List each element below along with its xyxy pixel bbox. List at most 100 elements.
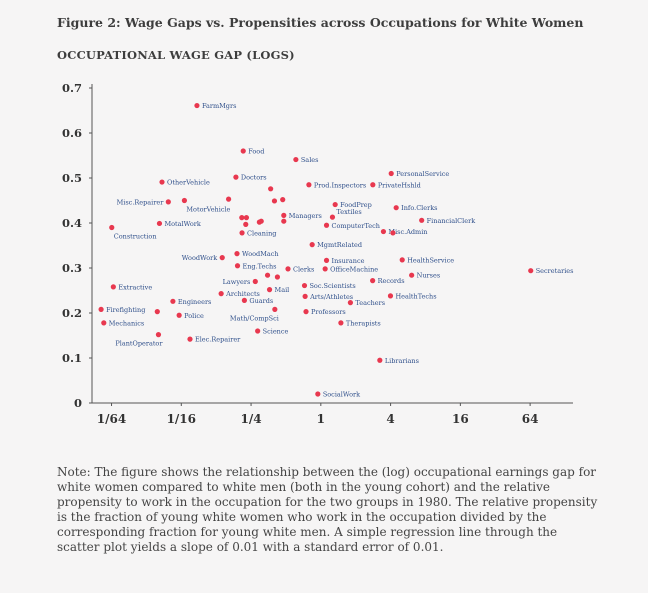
x-tick-label: 16	[452, 412, 469, 426]
x-tick-label: 4	[386, 412, 394, 426]
data-point	[293, 156, 299, 163]
y-tick-label: 0.1	[62, 351, 82, 365]
point-label: Librarians	[385, 357, 419, 365]
data-point	[266, 287, 273, 293]
point-label: Math/CompSci	[230, 314, 279, 322]
data-point	[409, 272, 415, 278]
data-point	[280, 197, 286, 203]
data-point	[347, 300, 354, 306]
data-point	[302, 293, 308, 299]
point-label: Misc.Admin	[388, 228, 427, 236]
point-label: Mechanics	[109, 319, 144, 327]
data-point	[165, 199, 171, 205]
point-label: Professors	[311, 308, 346, 316]
data-point	[306, 182, 312, 188]
point-label: Secretaries	[536, 267, 574, 275]
x-tick-label: 1/4	[241, 412, 262, 426]
point-label: FoodPrep	[340, 201, 372, 209]
scatter-chart: 0 0.1 0.2 0.3 0.4 0.5 0.6 0.7 1/64 1/16 1/4 1 4 16 64 F…	[62, 81, 574, 426]
point-label: MotalWork	[164, 220, 200, 228]
x-tick-label: 1/16	[167, 412, 196, 426]
data-point	[338, 320, 344, 326]
point-label: PrivateHshld	[378, 181, 421, 189]
point-label: Food	[248, 148, 264, 156]
point-label: FarmMgrs	[202, 102, 236, 110]
data-point	[219, 255, 225, 261]
point-label: Lawyers	[223, 278, 251, 286]
data-point	[264, 272, 271, 278]
y-tick-label: 0	[74, 396, 82, 410]
y-tick-label: 0.4	[62, 216, 82, 230]
point-label: Guards	[249, 297, 273, 305]
point-label: Doctors	[241, 174, 267, 182]
figure-title: Figure 2: Wage Gaps vs. Propensities acr…	[57, 15, 584, 30]
data-point	[322, 266, 328, 272]
data-point	[252, 278, 258, 285]
data-point	[323, 222, 330, 228]
point-label: Textiles	[336, 208, 361, 216]
point-label: Engineers	[178, 298, 212, 306]
data-point	[323, 257, 330, 263]
data-point	[332, 201, 338, 208]
point-label: Police	[184, 312, 204, 320]
data-point	[419, 217, 425, 223]
x-tick-label: 64	[522, 412, 539, 426]
data-point	[388, 170, 394, 177]
point-label: PersonalService	[396, 170, 449, 178]
y-tick-label: 0.7	[62, 81, 82, 95]
point-label: FinancialClerk	[427, 217, 476, 225]
point-label: Soc.Scientists	[309, 282, 355, 290]
data-point	[329, 214, 336, 220]
data-point	[233, 174, 239, 180]
point-label: WoodWork	[182, 254, 217, 262]
data-point	[370, 278, 376, 284]
point-label: OfficeMachine	[330, 265, 378, 273]
point-label: WoodMach	[242, 250, 279, 258]
data-point	[315, 391, 321, 397]
data-point	[243, 221, 249, 227]
x-tick-label: 1	[317, 412, 325, 426]
point-label: Construction	[114, 233, 157, 241]
data-point	[380, 228, 387, 235]
x-tick-label: 1/64	[97, 412, 126, 426]
data-point	[240, 148, 246, 154]
point-label: ComputerTech	[332, 222, 380, 230]
point-label: Records	[378, 277, 405, 285]
point-label: Misc.Repairer	[117, 198, 165, 206]
point-label: MgmtRelated	[317, 241, 362, 249]
data-point	[154, 309, 160, 315]
data-point	[239, 230, 245, 236]
point-label: Firefighting	[106, 306, 145, 314]
point-label: MotorVehicle	[186, 206, 230, 214]
data-point	[281, 212, 287, 218]
data-point	[234, 251, 240, 257]
point-label: Teachers	[355, 299, 385, 307]
point-label: Therapists	[346, 319, 381, 327]
data-point	[101, 320, 107, 326]
data-point	[528, 268, 534, 274]
data-point	[309, 242, 315, 248]
data-point	[258, 218, 264, 224]
data-point	[390, 230, 396, 236]
data-point	[239, 215, 245, 221]
data-point	[218, 291, 224, 297]
data-point	[181, 197, 188, 204]
data-point	[241, 297, 247, 303]
point-label: SocialWork	[323, 391, 360, 399]
data-point	[387, 293, 394, 299]
y-tick-label: 0.2	[62, 306, 82, 320]
point-label: Extractive	[118, 283, 152, 291]
data-point	[243, 215, 250, 221]
point-label: Managers	[289, 212, 322, 220]
data-point	[176, 312, 182, 318]
y-axis-label: OCCUPATIONAL WAGE GAP (LOGS)	[57, 48, 295, 62]
data-point	[370, 182, 376, 188]
point-label: Arts/Athletes	[309, 293, 353, 301]
data-point	[194, 102, 200, 109]
data-point	[187, 336, 193, 342]
data-point	[159, 179, 165, 185]
data-point	[268, 186, 274, 192]
data-point	[234, 263, 241, 269]
point-label: Sales	[301, 156, 319, 164]
data-point	[109, 224, 115, 231]
